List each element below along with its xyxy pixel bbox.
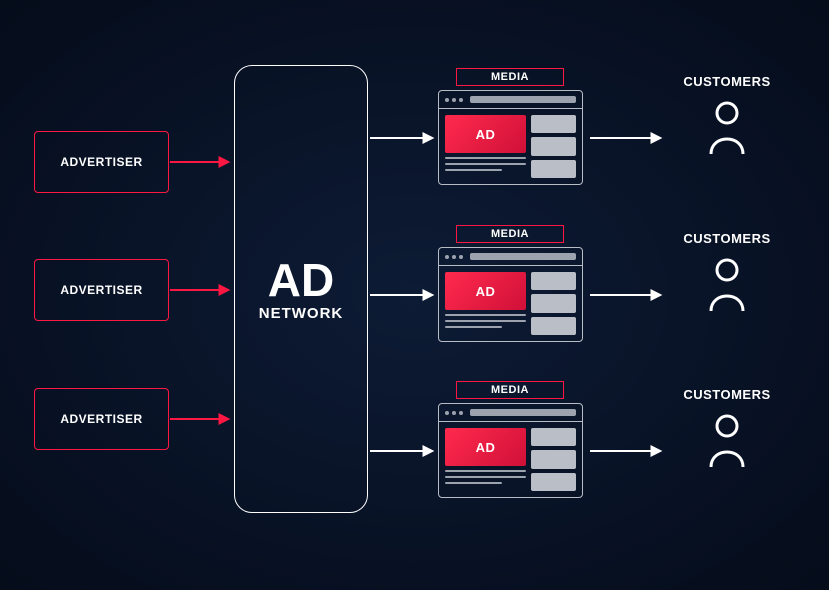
network-subtitle: NETWORK [259,305,344,322]
advertiser-label: ADVERTISER [60,283,142,297]
window-dot-icon [459,255,463,259]
window-dot-icon [445,255,449,259]
content-line [445,320,526,322]
media-label-3: MEDIA [456,381,564,399]
media-label-text: MEDIA [491,228,529,240]
window-dot-icon [452,255,456,259]
side-block [531,115,576,133]
media-label-text: MEDIA [491,384,529,396]
ad-block-label: AD [476,284,496,299]
browser-main-col: AD [445,428,526,491]
window-dot-icon [459,411,463,415]
browser-side-col [531,428,576,491]
browser-side-col [531,115,576,178]
browser-body: AD [439,422,582,497]
side-block [531,137,576,155]
ad-block: AD [445,272,526,310]
person-icon [705,413,749,469]
window-dot-icon [452,98,456,102]
media-browser-1: AD [438,90,583,185]
side-block [531,317,576,335]
ad-block: AD [445,115,526,153]
content-line [445,470,526,472]
content-line [445,157,526,159]
ad-block-label: AD [476,127,496,142]
browser-body: AD [439,266,582,341]
customers-label-1: CUSTOMERS [672,74,782,89]
ad-block-label: AD [476,440,496,455]
url-bar [470,96,576,103]
side-block [531,428,576,446]
browser-main-col: AD [445,272,526,335]
advertiser-box-3: ADVERTISER [34,388,169,450]
advertiser-label: ADVERTISER [60,155,142,169]
content-line [445,169,502,171]
media-label-1: MEDIA [456,68,564,86]
media-browser-2: AD [438,247,583,342]
advertiser-box-2: ADVERTISER [34,259,169,321]
browser-toolbar [439,404,582,422]
customers-label-2: CUSTOMERS [672,231,782,246]
browser-body: AD [439,109,582,184]
url-bar [470,253,576,260]
window-dot-icon [459,98,463,102]
customers-label-3: CUSTOMERS [672,387,782,402]
window-dot-icon [445,411,449,415]
advertiser-label: ADVERTISER [60,412,142,426]
media-label-2: MEDIA [456,225,564,243]
content-line [445,476,526,478]
side-block [531,450,576,468]
window-dot-icon [452,411,456,415]
content-line [445,326,502,328]
browser-side-col [531,272,576,335]
network-title: AD [268,257,334,303]
ad-network-box: AD NETWORK [234,65,368,513]
content-line [445,163,526,165]
side-block [531,160,576,178]
media-label-text: MEDIA [491,71,529,83]
media-browser-3: AD [438,403,583,498]
side-block [531,272,576,290]
url-bar [470,409,576,416]
content-line [445,482,502,484]
ad-block: AD [445,428,526,466]
window-dot-icon [445,98,449,102]
browser-toolbar [439,248,582,266]
side-block [531,294,576,312]
side-block [531,473,576,491]
browser-main-col: AD [445,115,526,178]
browser-toolbar [439,91,582,109]
person-icon [705,100,749,156]
advertiser-box-1: ADVERTISER [34,131,169,193]
content-line [445,314,526,316]
person-icon [705,257,749,313]
